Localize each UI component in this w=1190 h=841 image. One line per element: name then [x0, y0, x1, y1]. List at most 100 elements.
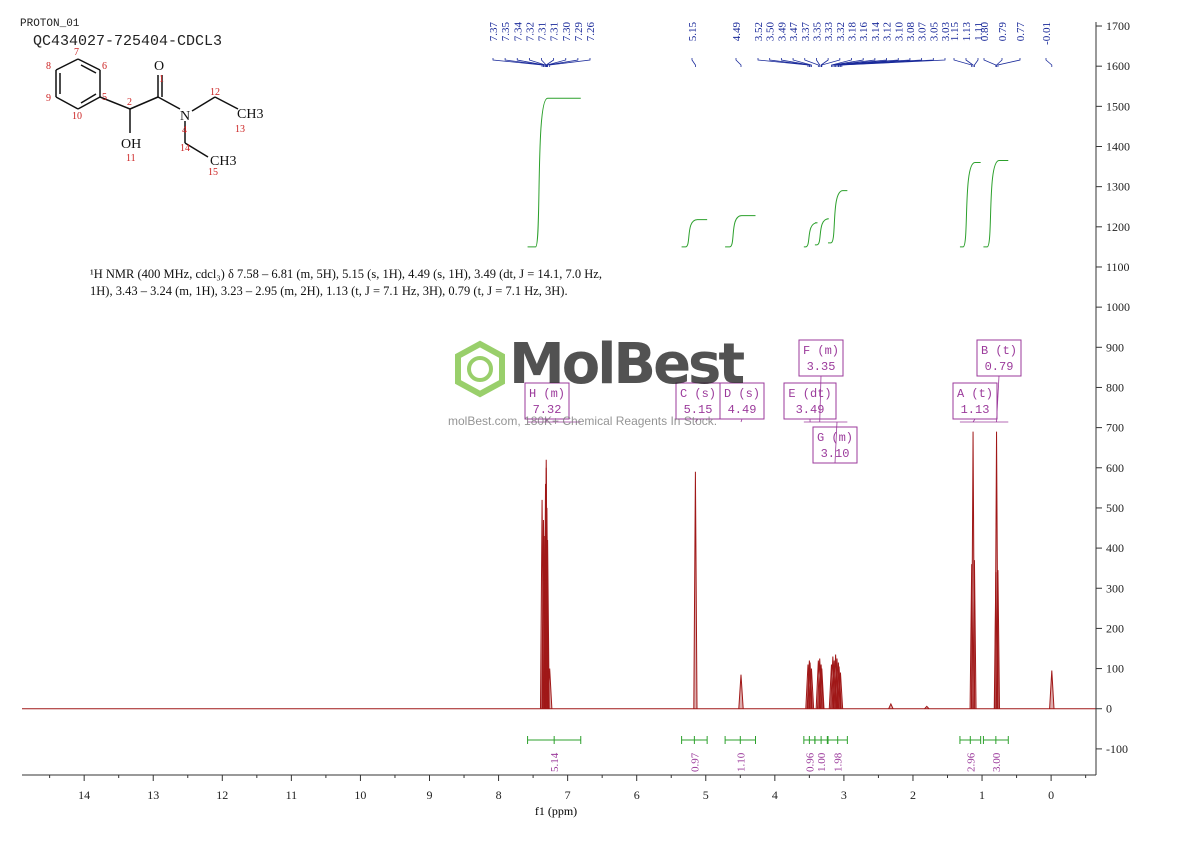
- peak-label-leader: [516, 58, 545, 67]
- peak-label-leader: [735, 58, 742, 67]
- x-tick-label: 3: [841, 788, 847, 802]
- peak-label-leader: [792, 58, 812, 67]
- spectrum-peak: [546, 668, 553, 709]
- integral-bars: 5.14 0.97 1.10 0.96 1.00 1.98 2.96 3.00: [527, 736, 1009, 772]
- spectrum-peak: [924, 705, 930, 710]
- multiplet-title: D (s): [724, 387, 760, 401]
- peak-label-leader: [833, 58, 876, 67]
- atom-number: 14: [180, 143, 190, 154]
- atom-nitrogen: N: [180, 109, 190, 124]
- peak-label-leader: [492, 58, 543, 67]
- peak-label: 7.30: [561, 22, 573, 42]
- peak-label: 3.32: [835, 22, 847, 41]
- peak-label: 0.79: [997, 22, 1009, 42]
- integral-curve: [983, 160, 1009, 248]
- peak-label: 7.29: [573, 22, 585, 42]
- multiplet-shift: 5.15: [684, 403, 713, 417]
- y-tick-label: 300: [1106, 581, 1124, 595]
- y-tick-label: 1000: [1106, 300, 1130, 314]
- integral-curves: [527, 97, 1009, 248]
- x-tick-label: 1: [979, 788, 985, 802]
- peak-label: -0.01: [1041, 22, 1053, 45]
- x-tick-label: 7: [565, 788, 571, 802]
- integral-curve: [681, 219, 708, 248]
- peak-label: 7.37: [488, 22, 500, 42]
- x-tick-label: 13: [147, 788, 159, 802]
- peak-label: 3.33: [823, 22, 835, 42]
- peak-label: 3.47: [788, 22, 800, 42]
- atom-number: 6: [102, 61, 107, 72]
- peak-label: 3.03: [940, 22, 952, 42]
- atom-methyl-a: CH3: [237, 107, 263, 122]
- integral-value: 1.10: [735, 752, 747, 772]
- spectrum-peak: [837, 672, 844, 709]
- x-tick-label: 2: [910, 788, 916, 802]
- peak-label: 3.05: [928, 22, 940, 42]
- peak-label: 7.31: [549, 22, 561, 41]
- x-axis: 14 13 12 11 10 9 8 7 6 5 4 3 2 1 0: [22, 774, 1096, 802]
- spectrum-peak: [1049, 670, 1055, 709]
- peak-label-leader: [983, 58, 997, 67]
- y-tick-label: 1400: [1106, 139, 1130, 153]
- spectrum-peak: [693, 471, 698, 709]
- x-tick-label: 5: [703, 788, 709, 802]
- peak-label: 1.15: [949, 22, 961, 42]
- peak-label-leader: [549, 58, 591, 67]
- x-axis-label: f1 (ppm): [535, 804, 577, 818]
- peak-label: 1.13: [961, 22, 973, 42]
- nmr-description: ¹H NMR (400 MHz, cdcl₃) δ 7.58 – 6.81 (m…: [90, 266, 650, 300]
- peak-label: 3.52: [753, 22, 765, 41]
- multiplet-shift: 3.35: [807, 360, 836, 374]
- y-tick-label: 1700: [1106, 19, 1130, 33]
- peak-label-leader: [546, 58, 567, 67]
- peak-label: 7.31: [537, 22, 549, 41]
- multiplet-leader: [740, 418, 743, 423]
- peak-label: 3.18: [847, 22, 859, 42]
- peak-label-leader: [528, 58, 546, 67]
- brand-tagline: molBest.com, 180K+ Chemical Reagents In …: [448, 414, 718, 428]
- peak-label: 5.15: [687, 22, 699, 42]
- y-tick-label: 700: [1106, 421, 1124, 435]
- peak-label: 3.14: [870, 22, 882, 42]
- y-tick-label: -100: [1106, 742, 1128, 756]
- integral-curve: [828, 190, 848, 244]
- integral-value: 0.97: [689, 752, 701, 772]
- peak-label: 7.26: [585, 22, 597, 42]
- peak-label: 3.35: [811, 22, 823, 42]
- y-tick-label: 800: [1106, 380, 1124, 394]
- peak-label-leader: [832, 58, 864, 67]
- peak-label: 3.12: [882, 22, 894, 41]
- sample-id: QC434027-725404-CDCL3: [33, 33, 223, 50]
- multiplet-shift: 1.13: [961, 403, 990, 417]
- peak-label: 7.35: [500, 22, 512, 42]
- spectrum-peak: [545, 540, 550, 709]
- x-tick-label: 11: [286, 788, 298, 802]
- multiplet-title: A (t): [957, 387, 993, 401]
- atom-number: 5: [102, 92, 107, 103]
- peak-label: 3.10: [893, 22, 905, 42]
- multiplet-title: B (t): [981, 344, 1017, 358]
- hexagon-inner-ring: [467, 356, 493, 382]
- peak-label: 3.37: [800, 22, 812, 42]
- peak-label-leader: [816, 58, 821, 67]
- atom-methyl-b: CH3: [210, 154, 236, 169]
- integral-value: 1.98: [833, 752, 845, 772]
- multiplet-annotations: H (m) 7.32 C (s) 5.15 D (s) 4.49 E (dt) 3.49 F (…: [524, 339, 1022, 464]
- atom-number: 7: [74, 47, 79, 58]
- integral-value: 1.00: [816, 752, 828, 772]
- integral-curve: [814, 218, 829, 246]
- peak-label-leader: [769, 58, 810, 67]
- atom-number: 10: [72, 111, 82, 122]
- hexagon-logo-icon: [455, 340, 505, 398]
- integral-value: 0.96: [804, 752, 816, 772]
- y-tick-label: 1600: [1106, 59, 1130, 73]
- brand-name: MolBest: [509, 332, 745, 397]
- atom-number: 12: [210, 87, 220, 98]
- integral-curve: [803, 222, 818, 248]
- peak-label-leader: [820, 58, 829, 67]
- atom-number: 8: [46, 61, 51, 72]
- hexagon-outer-shape: [455, 340, 505, 398]
- peak-label-leader: [997, 58, 1021, 67]
- integral-curve: [959, 162, 981, 248]
